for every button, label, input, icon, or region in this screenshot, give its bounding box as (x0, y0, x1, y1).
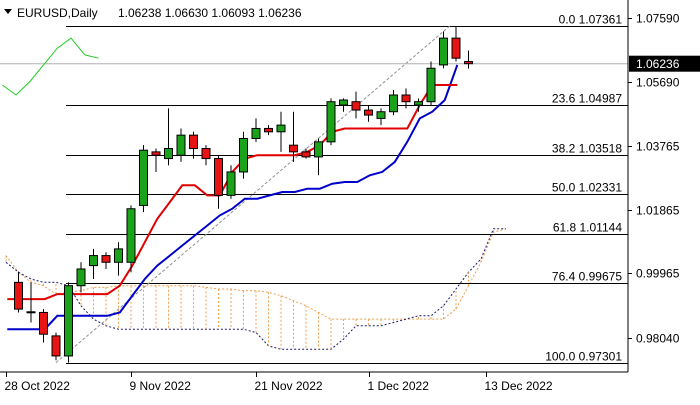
time-tick-label: 28 Oct 2022 (5, 379, 71, 393)
candle-bull (426, 67, 436, 103)
fib-label-0.0: 0.0 1.07361 (559, 13, 623, 27)
candle-bull (414, 101, 423, 106)
price-tick-label: 0.99965 (636, 267, 680, 281)
candle-bull (139, 149, 148, 206)
fib-label-50.0: 50.0 1.02331 (552, 181, 622, 195)
current-price-badge: 1.06236 (629, 55, 700, 72)
candle-bear (401, 94, 411, 103)
fib-label-23.6: 23.6 1.04987 (552, 92, 622, 106)
candle-bull (89, 255, 98, 267)
candle-bear (201, 148, 211, 160)
candle-bull (114, 248, 123, 263)
candle-bear (101, 255, 111, 263)
price-tick-label: 1.01865 (636, 204, 680, 218)
candle-bear (351, 101, 361, 111)
time-tick-label: 21 Nov 2022 (255, 379, 323, 393)
fib-label-76.4: 76.4 0.99675 (552, 270, 622, 284)
price-tick-label: 1.07590 (636, 12, 680, 26)
current-price-badge-box (629, 55, 700, 72)
candle-bear (214, 158, 223, 196)
time-tick-label: 9 Nov 2022 (130, 379, 192, 393)
time-axis: 28 Oct 2022 9 Nov 2022 21 Nov 2022 1 Dec 20… (5, 372, 553, 393)
candle-bull (76, 268, 86, 287)
candle-bear (189, 134, 198, 150)
price-axis: 1.07590 1.05690 1.03765 1.01865 0.99965 0.980… (628, 12, 680, 346)
ohlc-values: 1.06238 1.06630 1.06093 1.06236 (118, 6, 302, 20)
time-tick-label: 1 Dec 2022 (368, 379, 430, 393)
candle-bull (376, 111, 386, 119)
candle-bear (364, 109, 373, 116)
candle-bear (451, 37, 461, 59)
candle-bull (26, 311, 36, 314)
candle-bull (276, 124, 286, 133)
candle-bull (226, 171, 236, 196)
candle-bear (301, 151, 311, 158)
chart-header: EURUSD,Daily 1.06238 1.06630 1.06093 1.0… (4, 6, 302, 20)
price-tick-label: 1.03765 (636, 140, 680, 154)
blue-ma-line (7, 64, 459, 331)
candle-bull (326, 101, 336, 143)
symbol-label: EURUSD,Daily (17, 6, 98, 20)
fib-label-38.2: 38.2 1.03518 (552, 142, 622, 156)
candle-bull (251, 127, 261, 139)
candle-bull (164, 148, 173, 160)
fibonacci-trendline (0, 25, 628, 363)
chikou-span-line (2, 37, 99, 96)
candle-bear (264, 127, 273, 133)
candle-bear (14, 281, 23, 310)
candlesticks (14, 26, 473, 363)
cloud-span-b (5, 228, 506, 350)
candle-bear (51, 335, 61, 357)
trendline-swing (55, 25, 451, 363)
candle-bear (39, 311, 48, 335)
candle-bull (389, 94, 398, 113)
candle-bear (151, 151, 161, 156)
candle-bull (439, 37, 448, 66)
candle-bull (239, 137, 248, 173)
candle-bull (126, 208, 136, 263)
candle-bear (464, 61, 473, 65)
price-tick-label: 0.98040 (636, 332, 680, 346)
candle-bull (176, 134, 186, 156)
candle-bear (289, 144, 298, 153)
time-tick-label: 13 Dec 2022 (485, 379, 553, 393)
price-tick-label: 1.05690 (636, 76, 680, 90)
fib-label-100.0: 100.0 0.97301 (545, 350, 622, 364)
cloud-span-a (5, 228, 507, 320)
current-price-value: 1.06236 (636, 57, 680, 71)
ichimoku-cloud (5, 228, 507, 350)
candle-bull (64, 285, 73, 357)
candle-bull (339, 99, 348, 106)
fib-label-61.8: 61.8 1.01144 (553, 221, 623, 235)
plot-background (0, 0, 628, 372)
candle-bull (314, 141, 323, 158)
collapse-triangle-icon[interactable] (4, 9, 12, 14)
